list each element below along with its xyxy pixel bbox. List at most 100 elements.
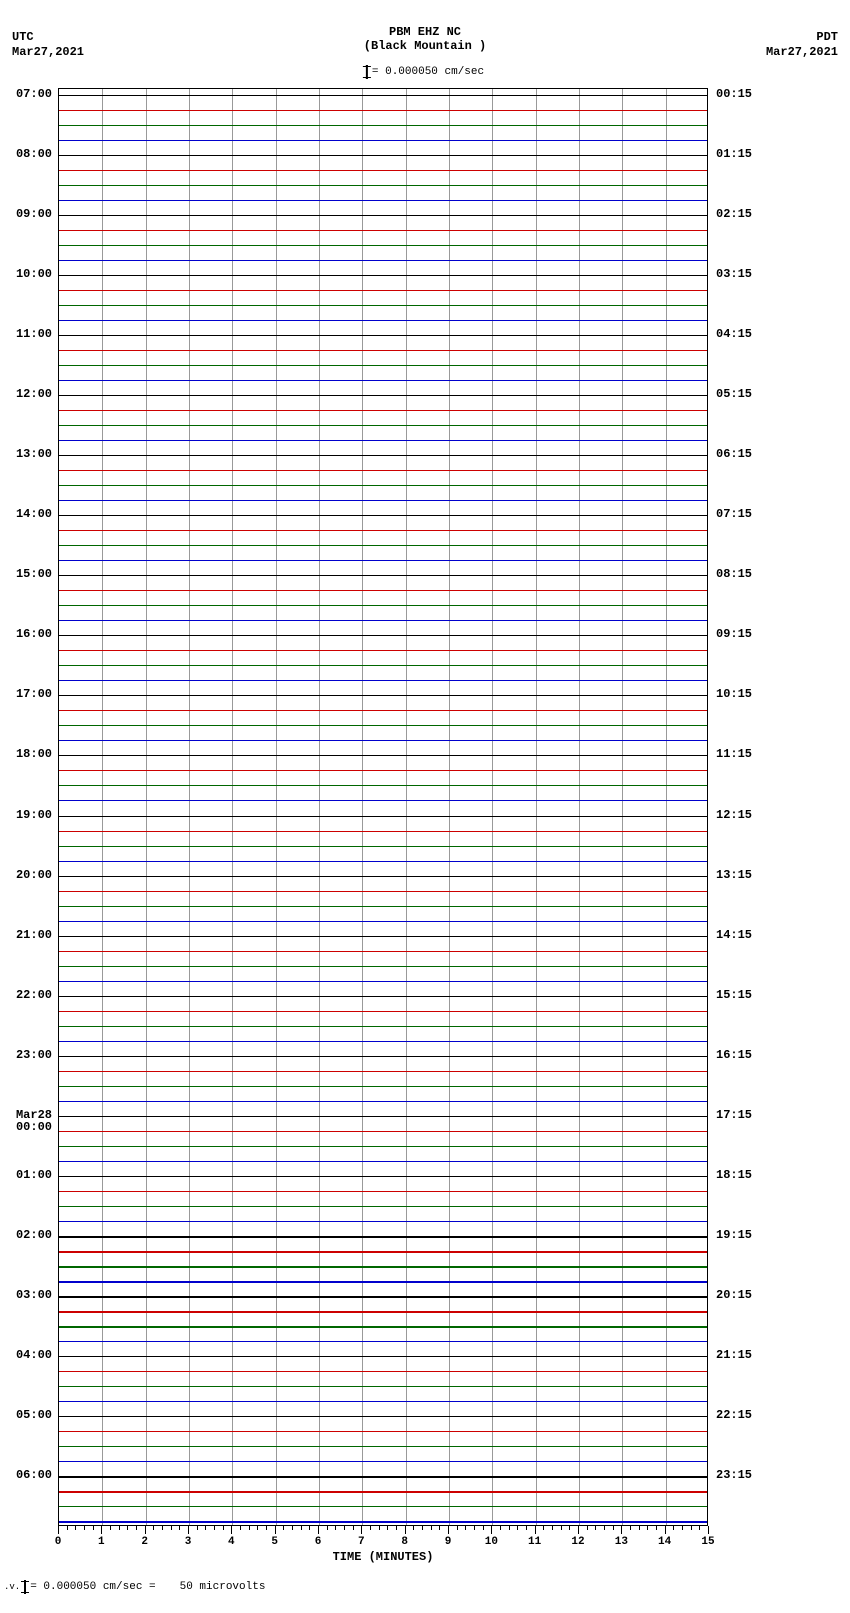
seismic-trace (59, 891, 707, 892)
seismic-trace (59, 290, 707, 291)
seismic-trace (59, 560, 707, 561)
xtick-label: 12 (571, 1536, 584, 1548)
seismic-trace (59, 350, 707, 351)
right-hour-label: 14:15 (716, 929, 752, 941)
seismic-trace (59, 485, 707, 486)
xtick-label: 3 (185, 1536, 192, 1548)
xtick-minor (162, 1526, 163, 1530)
right-hour-label: 00:15 (716, 88, 752, 100)
seismic-trace (59, 665, 707, 666)
seismic-trace (59, 725, 707, 726)
seismic-trace (59, 1371, 707, 1372)
seismic-trace (59, 1146, 707, 1147)
right-hour-label: 08:15 (716, 568, 752, 580)
seismic-trace (59, 1221, 707, 1222)
right-hour-label: 13:15 (716, 869, 752, 881)
seismic-trace (59, 1281, 707, 1283)
xtick-minor (127, 1526, 128, 1530)
right-hour-label: 17:15 (716, 1109, 752, 1121)
xtick-minor (240, 1526, 241, 1530)
seismic-trace (59, 320, 707, 321)
seismic-trace (59, 1041, 707, 1042)
seismic-trace (59, 996, 707, 997)
xtick-major (535, 1526, 536, 1534)
left-hour-label: 23:00 (16, 1049, 52, 1061)
seismic-trace (59, 1341, 707, 1342)
xtick-label: 1 (98, 1536, 105, 1548)
seismic-trace (59, 1161, 707, 1162)
xtick-minor (517, 1526, 518, 1530)
seismic-trace (59, 1461, 707, 1462)
seismic-trace (59, 1101, 707, 1102)
seismic-trace (59, 575, 707, 576)
seismic-trace (59, 1431, 707, 1432)
left-hour-label: 05:00 (16, 1409, 52, 1421)
left-hour-label: 15:00 (16, 568, 52, 580)
xtick-label: 7 (358, 1536, 365, 1548)
xtick-major (621, 1526, 622, 1534)
right-hour-label: 15:15 (716, 989, 752, 1001)
seismic-trace (59, 440, 707, 441)
xtick-major (491, 1526, 492, 1534)
seismic-trace (59, 951, 707, 952)
xtick-minor (396, 1526, 397, 1530)
left-hour-label: 09:00 (16, 208, 52, 220)
xtick-minor (370, 1526, 371, 1530)
seismic-trace (59, 1491, 707, 1493)
xtick-minor (691, 1526, 692, 1530)
xtick-minor (647, 1526, 648, 1530)
xtick-minor (379, 1526, 380, 1530)
seismic-trace (59, 906, 707, 907)
seismic-trace (59, 710, 707, 711)
xtick-label: 6 (315, 1536, 322, 1548)
left-hour-label: 06:00 (16, 1469, 52, 1481)
xtick-minor (483, 1526, 484, 1530)
left-hour-label: 03:00 (16, 1289, 52, 1301)
seismic-trace (59, 1266, 707, 1268)
xtick-minor (197, 1526, 198, 1530)
seismic-trace (59, 110, 707, 111)
seismic-trace (59, 650, 707, 651)
seismic-trace (59, 740, 707, 741)
xtick-minor (344, 1526, 345, 1530)
xtick-minor (75, 1526, 76, 1530)
xtick-major (665, 1526, 666, 1534)
xtick-minor (604, 1526, 605, 1530)
xtick-minor (171, 1526, 172, 1530)
xtick-minor (457, 1526, 458, 1530)
seismic-trace (59, 500, 707, 501)
right-hour-label: 12:15 (716, 809, 752, 821)
xtick-minor (266, 1526, 267, 1530)
seismic-trace (59, 1056, 707, 1057)
xtick-label: 11 (528, 1536, 541, 1548)
seismic-trace (59, 1176, 707, 1177)
footer-microvolts: 50 microvolts (180, 1581, 266, 1593)
xtick-minor (249, 1526, 250, 1530)
xtick-minor (292, 1526, 293, 1530)
xtick-minor (257, 1526, 258, 1530)
seismic-trace (59, 455, 707, 456)
xtick-label: 2 (141, 1536, 148, 1548)
xtick-label: 8 (401, 1536, 408, 1548)
left-hour-label: 01:00 (16, 1169, 52, 1181)
seismic-trace (59, 861, 707, 862)
xtick-label: 13 (615, 1536, 628, 1548)
xtick-label: 9 (445, 1536, 452, 1548)
scale-indicator: = 0.000050 cm/sec (366, 65, 484, 79)
xtick-minor (214, 1526, 215, 1530)
seismic-trace (59, 1311, 707, 1313)
seismic-trace (59, 1236, 707, 1238)
xtick-label: 15 (701, 1536, 714, 1548)
seismic-trace (59, 1446, 707, 1447)
right-hour-label: 21:15 (716, 1349, 752, 1361)
xtick-minor (119, 1526, 120, 1530)
seismic-trace (59, 230, 707, 231)
seismic-trace (59, 800, 707, 801)
seismic-trace (59, 1191, 707, 1192)
xtick-label: 10 (485, 1536, 498, 1548)
xtick-minor (465, 1526, 466, 1530)
seismic-trace (59, 605, 707, 606)
right-hour-label: 10:15 (716, 688, 752, 700)
seismic-trace (59, 680, 707, 681)
left-time-labels: 07:0008:0009:0010:0011:0012:0013:0014:00… (0, 88, 56, 1526)
